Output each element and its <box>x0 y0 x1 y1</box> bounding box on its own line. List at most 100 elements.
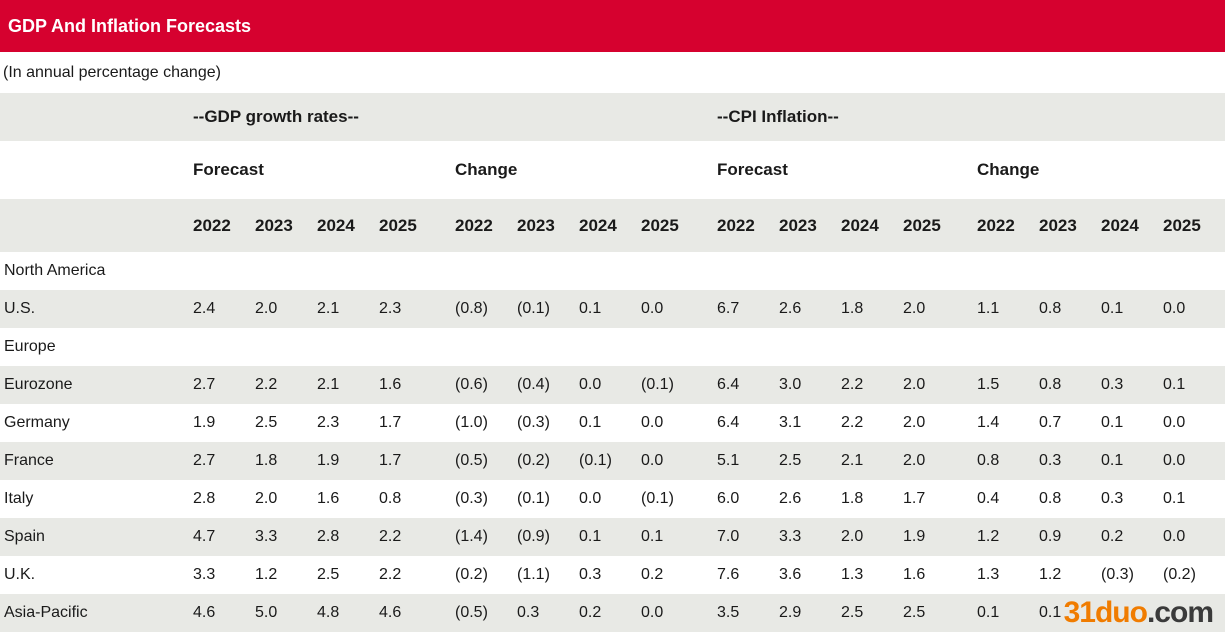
year-header: 2023 <box>779 215 817 235</box>
cell-value: 3.1 <box>779 414 802 431</box>
row-label: France <box>4 452 54 469</box>
section-row: Europe <box>0 328 1225 366</box>
cell-value: 0.4 <box>977 490 1000 507</box>
cell-value: 2.4 <box>193 300 216 317</box>
row-label: U.K. <box>4 566 36 583</box>
cell-value: 2.3 <box>379 300 402 317</box>
column-group-header-row: --GDP growth rates-- --CPI Inflation-- <box>0 93 1225 141</box>
cell-value: 1.7 <box>379 414 402 431</box>
cell-value: 6.7 <box>717 300 740 317</box>
cell-value: 0.0 <box>579 490 602 507</box>
cell-value: 1.6 <box>379 376 402 393</box>
cell-value: 0.2 <box>1101 528 1124 545</box>
cell-value: 2.1 <box>841 452 864 469</box>
cell-value: 0.8 <box>379 490 402 507</box>
year-header: 2025 <box>1163 215 1201 235</box>
cell-value: 3.6 <box>779 566 802 583</box>
row-label: Italy <box>4 490 34 507</box>
cell-value: 2.1 <box>317 300 340 317</box>
cell-value: 0.2 <box>641 566 664 583</box>
year-header: 2022 <box>717 215 755 235</box>
cell-value: (0.1) <box>641 490 674 507</box>
years-header-row: 2022 2023 2024 2025 2022 2023 2024 2025 2022 2023… <box>0 199 1225 252</box>
cell-value: (0.8) <box>455 300 488 317</box>
cell-value: 0.1 <box>1101 414 1124 431</box>
section-row: North America <box>0 252 1225 290</box>
cell-value: 0.0 <box>1163 528 1186 545</box>
cell-value: 2.0 <box>903 300 926 317</box>
row-label: Spain <box>4 528 45 545</box>
cell-value: 2.2 <box>841 376 864 393</box>
cell-value: 0.3 <box>579 566 602 583</box>
cell-value: (0.2) <box>1163 566 1196 583</box>
cell-value: 0.8 <box>977 452 1000 469</box>
cell-value: 2.5 <box>317 566 340 583</box>
page-title: GDP And Inflation Forecasts <box>8 15 252 36</box>
cell-value: 0.1 <box>579 414 602 431</box>
cell-value: 6.0 <box>717 490 740 507</box>
cell-value: (0.1) <box>517 300 550 317</box>
cell-value: (0.2) <box>455 566 488 583</box>
cell-value: 2.2 <box>255 376 278 393</box>
year-header: 2025 <box>379 215 417 235</box>
cell-value: (1.4) <box>455 528 488 545</box>
table-row: Eurozone 2.7 2.2 2.1 1.6 (0.6) (0.4) 0.0 (0.1) 6.… <box>0 366 1225 404</box>
cell-value: 1.5 <box>977 376 1000 393</box>
cell-value: 2.2 <box>841 414 864 431</box>
year-header: 2023 <box>255 215 293 235</box>
cell-value: 2.8 <box>193 490 216 507</box>
cell-value: 0.1 <box>977 604 1000 621</box>
table-row: U.K. 3.3 1.2 2.5 2.2 (0.2) (1.1) 0.3 0.2 7.6 3.6 1.… <box>0 556 1225 594</box>
cell-value: 2.7 <box>193 376 216 393</box>
cell-value: 0.3 <box>1039 452 1062 469</box>
year-header: 2022 <box>193 215 231 235</box>
cell-value: 0.7 <box>1039 414 1062 431</box>
cell-value: 5.1 <box>717 452 740 469</box>
cell-value: 0.8 <box>1039 490 1062 507</box>
year-header: 2023 <box>517 215 555 235</box>
cell-value: 0.1 <box>1163 376 1186 393</box>
cell-value: 2.5 <box>779 452 802 469</box>
cell-value: 2.9 <box>779 604 802 621</box>
cell-value: 1.1 <box>977 300 1000 317</box>
cell-value: 2.0 <box>903 452 926 469</box>
year-header: 2022 <box>977 215 1015 235</box>
watermark-tld: .com <box>1146 596 1214 629</box>
table-row: Italy 2.8 2.0 1.6 0.8 (0.3) (0.1) 0.0 (0.1) 6.0 2.… <box>0 480 1225 518</box>
cell-value: 1.6 <box>903 566 926 583</box>
cell-value: 2.0 <box>903 376 926 393</box>
cell-value: 0.0 <box>579 376 602 393</box>
year-header: 2024 <box>579 215 617 235</box>
table-row: Spain 4.7 3.3 2.8 2.2 (1.4) (0.9) 0.1 0.1 7.0 3.3 2… <box>0 518 1225 556</box>
gdp-group-header: --GDP growth rates-- <box>193 107 359 126</box>
watermark-brand: 31duo <box>1063 596 1148 629</box>
row-label: Europe <box>4 338 56 355</box>
cell-value: 2.0 <box>903 414 926 431</box>
year-header: 2024 <box>841 215 879 235</box>
cell-value: 0.8 <box>1039 300 1062 317</box>
cell-value: (0.1) <box>641 376 674 393</box>
cell-value: 1.3 <box>841 566 864 583</box>
cell-value: (0.6) <box>455 376 488 393</box>
cell-value: (1.0) <box>455 414 488 431</box>
cpi-forecast-header: Forecast <box>717 160 788 179</box>
cell-value: (0.3) <box>455 490 488 507</box>
cell-value: (0.3) <box>1101 566 1134 583</box>
cell-value: 0.8 <box>1039 376 1062 393</box>
subheader-row: Forecast Change Forecast Change <box>0 141 1225 199</box>
table-row: U.S. 2.4 2.0 2.1 2.3 (0.8) (0.1) 0.1 0.0 6.7 2.6 1.… <box>0 290 1225 328</box>
cell-value: 1.2 <box>255 566 278 583</box>
cell-value: 1.9 <box>193 414 216 431</box>
row-label: North America <box>4 262 106 279</box>
cell-value: 2.7 <box>193 452 216 469</box>
cell-value: 2.5 <box>255 414 278 431</box>
cell-value: 6.4 <box>717 376 740 393</box>
cell-value: (0.5) <box>455 604 488 621</box>
row-label: Asia-Pacific <box>4 604 88 621</box>
year-header: 2025 <box>641 215 679 235</box>
cell-value: 0.0 <box>641 452 664 469</box>
gdp-forecast-header: Forecast <box>193 160 264 179</box>
row-label: Eurozone <box>4 376 73 393</box>
cell-value: (0.5) <box>455 452 488 469</box>
year-header: 2024 <box>1101 215 1139 235</box>
